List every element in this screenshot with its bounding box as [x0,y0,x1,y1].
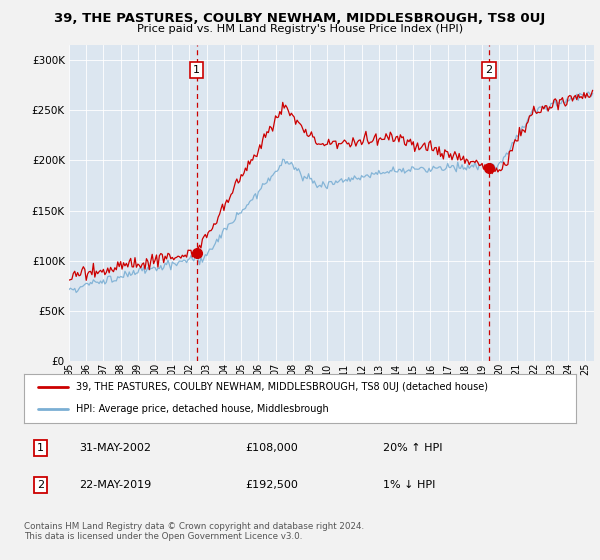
Text: 1% ↓ HPI: 1% ↓ HPI [383,480,435,490]
Text: Contains HM Land Registry data © Crown copyright and database right 2024.
This d: Contains HM Land Registry data © Crown c… [24,522,364,542]
Text: 22-MAY-2019: 22-MAY-2019 [79,480,151,490]
Text: 2: 2 [485,65,492,75]
Text: £192,500: £192,500 [245,480,298,490]
Text: 1: 1 [37,444,44,454]
Text: 20% ↑ HPI: 20% ↑ HPI [383,444,442,454]
Text: 39, THE PASTURES, COULBY NEWHAM, MIDDLESBROUGH, TS8 0UJ (detached house): 39, THE PASTURES, COULBY NEWHAM, MIDDLES… [76,382,488,393]
Text: HPI: Average price, detached house, Middlesbrough: HPI: Average price, detached house, Midd… [76,404,329,414]
Text: Price paid vs. HM Land Registry's House Price Index (HPI): Price paid vs. HM Land Registry's House … [137,24,463,34]
Text: 2: 2 [37,480,44,490]
Text: 1: 1 [193,65,200,75]
Text: 39, THE PASTURES, COULBY NEWHAM, MIDDLESBROUGH, TS8 0UJ: 39, THE PASTURES, COULBY NEWHAM, MIDDLES… [55,12,545,25]
Text: 31-MAY-2002: 31-MAY-2002 [79,444,151,454]
Text: £108,000: £108,000 [245,444,298,454]
